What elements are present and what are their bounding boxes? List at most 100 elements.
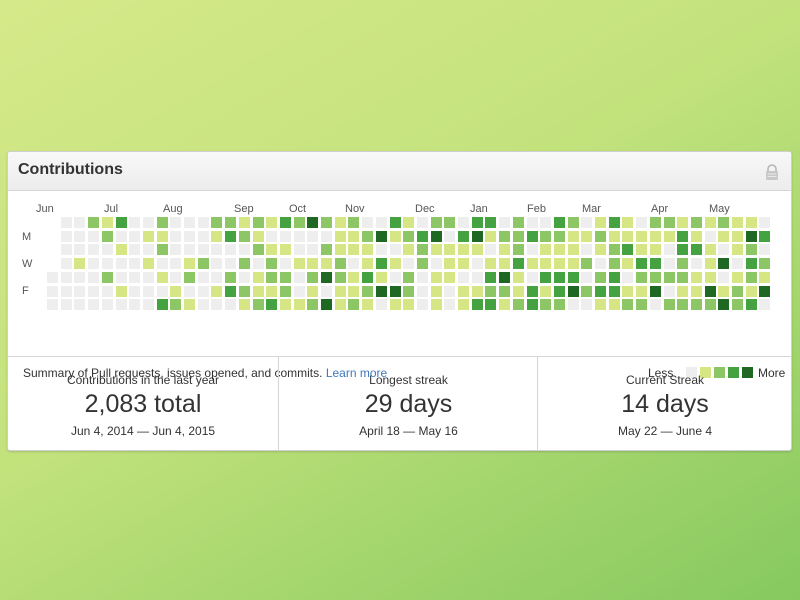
contribution-cell[interactable] bbox=[101, 271, 113, 283]
contribution-cell[interactable] bbox=[334, 244, 346, 256]
contribution-cell[interactable] bbox=[663, 299, 675, 311]
contribution-cell[interactable] bbox=[430, 271, 442, 283]
contribution-cell[interactable] bbox=[416, 244, 428, 256]
contribution-cell[interactable] bbox=[156, 230, 168, 242]
contribution-cell[interactable] bbox=[307, 271, 319, 283]
contribution-cell[interactable] bbox=[403, 271, 415, 283]
contribution-cell[interactable] bbox=[581, 299, 593, 311]
contribution-cell[interactable] bbox=[595, 271, 606, 283]
contribution-cell[interactable] bbox=[444, 244, 456, 256]
contribution-cell[interactable] bbox=[663, 271, 675, 283]
contribution-cell[interactable] bbox=[74, 285, 86, 297]
contribution-cell[interactable] bbox=[170, 299, 182, 311]
contribution-cell[interactable] bbox=[252, 217, 264, 228]
contribution-cell[interactable] bbox=[718, 217, 730, 228]
contribution-cell[interactable] bbox=[416, 258, 428, 270]
contribution-cell[interactable] bbox=[458, 299, 469, 311]
contribution-cell[interactable] bbox=[184, 299, 195, 311]
contribution-cell[interactable] bbox=[622, 258, 634, 270]
contribution-cell[interactable] bbox=[238, 299, 250, 311]
contribution-cell[interactable] bbox=[526, 217, 538, 228]
contribution-cell[interactable] bbox=[526, 244, 538, 256]
contribution-cell[interactable] bbox=[745, 244, 757, 256]
contribution-cell[interactable] bbox=[416, 271, 428, 283]
contribution-cell[interactable] bbox=[362, 258, 374, 270]
contribution-cell[interactable] bbox=[526, 285, 538, 297]
contribution-cell[interactable] bbox=[334, 230, 346, 242]
contribution-cell[interactable] bbox=[759, 230, 771, 242]
contribution-cell[interactable] bbox=[156, 271, 168, 283]
contribution-cell[interactable] bbox=[416, 217, 428, 228]
contribution-cell[interactable] bbox=[101, 285, 113, 297]
contribution-cell[interactable] bbox=[444, 230, 456, 242]
contribution-cell[interactable] bbox=[581, 271, 593, 283]
contribution-cell[interactable] bbox=[184, 258, 195, 270]
contribution-cell[interactable] bbox=[88, 285, 100, 297]
contribution-cell[interactable] bbox=[88, 299, 100, 311]
contribution-cell[interactable] bbox=[321, 258, 332, 270]
contribution-cell[interactable] bbox=[608, 299, 620, 311]
contribution-cell[interactable] bbox=[211, 285, 223, 297]
contribution-cell[interactable] bbox=[60, 258, 72, 270]
contribution-cell[interactable] bbox=[499, 271, 511, 283]
contribution-cell[interactable] bbox=[238, 285, 250, 297]
contribution-cell[interactable] bbox=[430, 285, 442, 297]
contribution-cell[interactable] bbox=[156, 258, 168, 270]
contribution-cell[interactable] bbox=[595, 230, 606, 242]
contribution-cell[interactable] bbox=[197, 271, 209, 283]
contribution-cell[interactable] bbox=[321, 230, 332, 242]
contribution-cell[interactable] bbox=[595, 244, 606, 256]
contribution-cell[interactable] bbox=[334, 299, 346, 311]
contribution-cell[interactable] bbox=[184, 285, 195, 297]
contribution-cell[interactable] bbox=[225, 271, 237, 283]
contribution-cell[interactable] bbox=[458, 244, 469, 256]
contribution-cell[interactable] bbox=[211, 217, 223, 228]
contribution-cell[interactable] bbox=[458, 285, 469, 297]
contribution-cell[interactable] bbox=[608, 271, 620, 283]
contribution-cell[interactable] bbox=[362, 271, 374, 283]
contribution-cell[interactable] bbox=[115, 285, 127, 297]
contribution-cell[interactable] bbox=[567, 299, 579, 311]
contribution-cell[interactable] bbox=[567, 285, 579, 297]
contribution-cell[interactable] bbox=[512, 217, 524, 228]
contribution-cell[interactable] bbox=[197, 244, 209, 256]
contribution-cell[interactable] bbox=[101, 299, 113, 311]
contribution-cell[interactable] bbox=[485, 299, 497, 311]
contribution-cell[interactable] bbox=[690, 258, 702, 270]
contribution-cell[interactable] bbox=[129, 299, 141, 311]
contribution-cell[interactable] bbox=[142, 230, 154, 242]
contribution-cell[interactable] bbox=[225, 258, 237, 270]
contribution-cell[interactable] bbox=[362, 244, 374, 256]
contribution-cell[interactable] bbox=[266, 258, 278, 270]
contribution-cell[interactable] bbox=[677, 230, 689, 242]
contribution-cell[interactable] bbox=[553, 244, 565, 256]
contribution-cell[interactable] bbox=[636, 285, 648, 297]
contribution-cell[interactable] bbox=[677, 217, 689, 228]
contribution-cell[interactable] bbox=[718, 244, 730, 256]
contribution-cell[interactable] bbox=[115, 299, 127, 311]
contribution-cell[interactable] bbox=[403, 258, 415, 270]
contribution-cell[interactable] bbox=[142, 285, 154, 297]
contribution-cell[interactable] bbox=[197, 285, 209, 297]
contribution-cell[interactable] bbox=[553, 271, 565, 283]
contribution-cell[interactable] bbox=[608, 230, 620, 242]
contribution-cell[interactable] bbox=[471, 217, 483, 228]
contribution-cell[interactable] bbox=[74, 217, 86, 228]
contribution-cell[interactable] bbox=[307, 217, 319, 228]
contribution-cell[interactable] bbox=[677, 285, 689, 297]
contribution-cell[interactable] bbox=[567, 271, 579, 283]
contribution-cell[interactable] bbox=[759, 299, 771, 311]
contribution-cell[interactable] bbox=[88, 258, 100, 270]
contribution-cell[interactable] bbox=[156, 299, 168, 311]
contribution-cell[interactable] bbox=[499, 258, 511, 270]
contribution-cell[interactable] bbox=[540, 244, 552, 256]
contribution-cell[interactable] bbox=[293, 258, 305, 270]
contribution-cell[interactable] bbox=[321, 217, 332, 228]
contribution-cell[interactable] bbox=[375, 230, 387, 242]
contribution-cell[interactable] bbox=[540, 230, 552, 242]
contribution-cell[interactable] bbox=[499, 299, 511, 311]
contribution-cell[interactable] bbox=[211, 299, 223, 311]
contribution-cell[interactable] bbox=[197, 299, 209, 311]
contribution-cell[interactable] bbox=[279, 258, 291, 270]
contribution-cell[interactable] bbox=[745, 271, 757, 283]
